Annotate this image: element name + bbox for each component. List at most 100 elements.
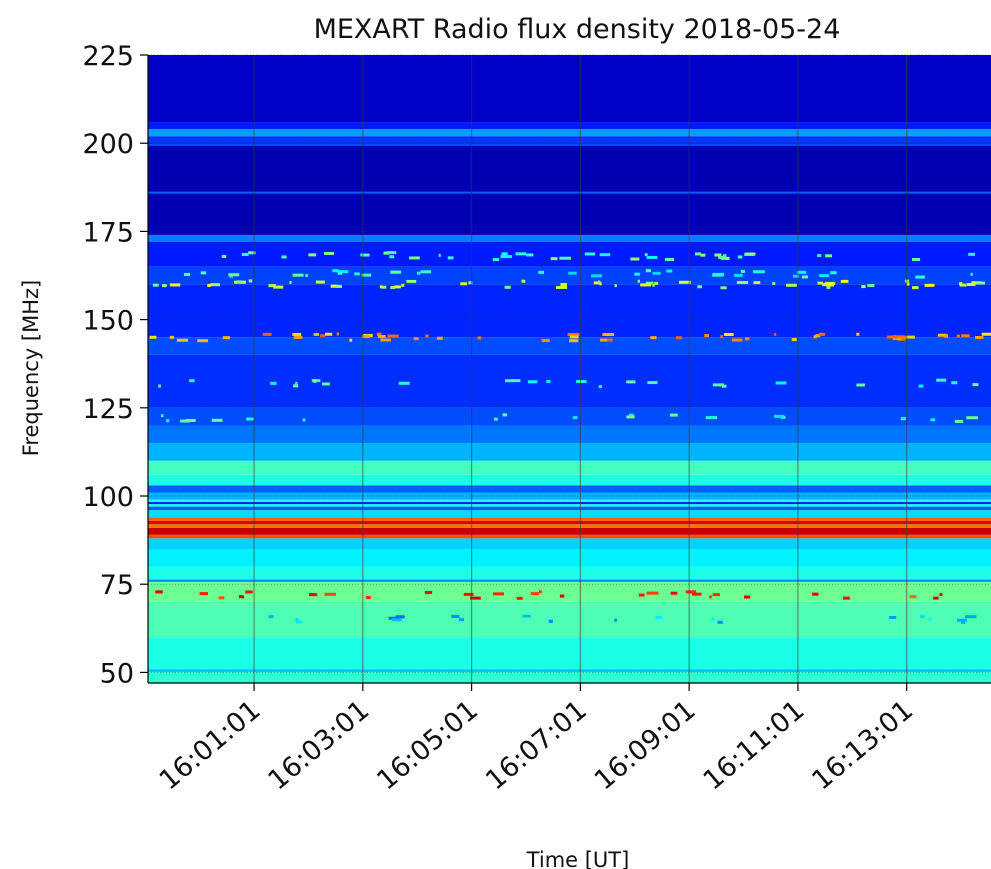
speckle-243	[843, 596, 850, 600]
speckle-90	[645, 281, 654, 285]
speckle-176	[608, 338, 613, 342]
speckle-75	[966, 282, 976, 286]
speckle-59	[915, 275, 925, 279]
speckle-52	[666, 269, 673, 273]
speckle-47	[733, 273, 743, 277]
speckle-278	[957, 618, 968, 622]
speckle-103	[560, 283, 567, 287]
speckle-216	[180, 419, 190, 423]
speckle-161	[731, 338, 743, 342]
speckle-267	[548, 619, 553, 623]
speckle-148	[981, 332, 991, 336]
speckle-34	[718, 255, 725, 259]
speckle-131	[614, 284, 617, 288]
speckle-16	[389, 255, 395, 259]
speckle-41	[797, 270, 807, 274]
speckle-62	[337, 270, 349, 274]
speckle-214	[647, 381, 658, 385]
heatmap-band-1	[148, 637, 991, 673]
speckle-235	[939, 593, 943, 597]
y-axis: 50 75 100 125 150 175 200 225	[82, 41, 149, 689]
speckle-268	[451, 614, 460, 618]
x-tick-label-16:01:01: 16:01:01	[154, 695, 267, 797]
speckle-88	[169, 283, 181, 287]
heatmap-band-29	[148, 136, 991, 144]
speckle-66	[354, 272, 360, 276]
speckle-42	[332, 269, 340, 273]
heatmap-line-3	[148, 191, 991, 194]
heatmap-band-5	[148, 548, 991, 567]
speckle-19	[526, 253, 534, 257]
speckle-252	[812, 592, 819, 596]
heatmap-band-19	[148, 443, 991, 461]
speckle-104	[599, 282, 602, 286]
speckle-8	[281, 255, 287, 259]
speckle-196	[158, 384, 161, 388]
speckle-30	[646, 255, 658, 259]
speckle-271	[889, 616, 897, 620]
speckle-232	[493, 417, 498, 421]
speckle-168	[815, 334, 821, 338]
speckle-44	[337, 271, 343, 275]
speckle-152	[319, 334, 326, 338]
speckle-183	[892, 335, 897, 339]
speckle-5	[241, 252, 249, 256]
speckle-108	[959, 283, 967, 287]
speckle-239	[670, 591, 678, 595]
speckle-109	[840, 279, 849, 283]
speckle-156	[262, 332, 272, 336]
speckle-182	[413, 337, 419, 341]
x-tick-label-16:07:01: 16:07:01	[480, 695, 593, 797]
y-axis-label: Frequency [MHz]	[19, 280, 43, 456]
speckle-123	[460, 282, 468, 286]
speckle-178	[477, 336, 482, 340]
speckle-115	[335, 284, 342, 288]
speckle-94	[720, 286, 727, 290]
speckle-246	[712, 593, 720, 597]
speckle-43	[228, 273, 240, 277]
speckle-155	[975, 336, 984, 340]
speckle-240	[199, 592, 209, 596]
speckle-22	[695, 252, 702, 256]
speckle-147	[293, 335, 303, 339]
speckle-254	[909, 595, 917, 599]
speckle-105	[786, 283, 797, 287]
heatmap-band-13	[148, 506, 991, 511]
speckle-279	[295, 620, 303, 624]
speckle-141	[745, 337, 750, 341]
heatmap-band-24	[148, 284, 991, 338]
heatmap-band-21	[148, 407, 991, 426]
speckle-149	[956, 334, 961, 338]
heatmap-band-6	[148, 538, 991, 549]
y-tick-label-50: 50	[100, 658, 134, 689]
speckle-136	[897, 337, 906, 341]
x-tick-label-16:05:01: 16:05:01	[371, 695, 484, 797]
speckle-193	[775, 381, 787, 385]
speckle-218	[166, 419, 170, 423]
heatmap-band-17	[148, 474, 991, 486]
speckle-56	[752, 270, 765, 274]
speckle-50	[634, 272, 640, 276]
speckle-163	[436, 336, 443, 340]
speckle-74	[712, 272, 725, 276]
speckle-190	[576, 380, 587, 384]
speckle-228	[628, 413, 634, 417]
speckle-175	[149, 335, 157, 339]
speckle-53	[183, 272, 190, 276]
speckle-45	[361, 273, 372, 277]
speckle-78	[867, 284, 875, 288]
speckle-125	[652, 283, 655, 287]
speckle-201	[398, 381, 410, 385]
y-tick-label-150: 150	[82, 306, 134, 337]
speckle-241	[492, 592, 504, 596]
speckle-93	[555, 285, 568, 289]
speckle-39	[438, 253, 441, 257]
heatmap-layer	[148, 55, 991, 683]
speckle-113	[289, 281, 292, 285]
speckle-219	[246, 417, 254, 421]
speckle-24	[308, 253, 317, 257]
speckle-64	[740, 269, 745, 273]
speckle-227	[572, 416, 578, 420]
heatmap-band-25	[148, 266, 991, 285]
